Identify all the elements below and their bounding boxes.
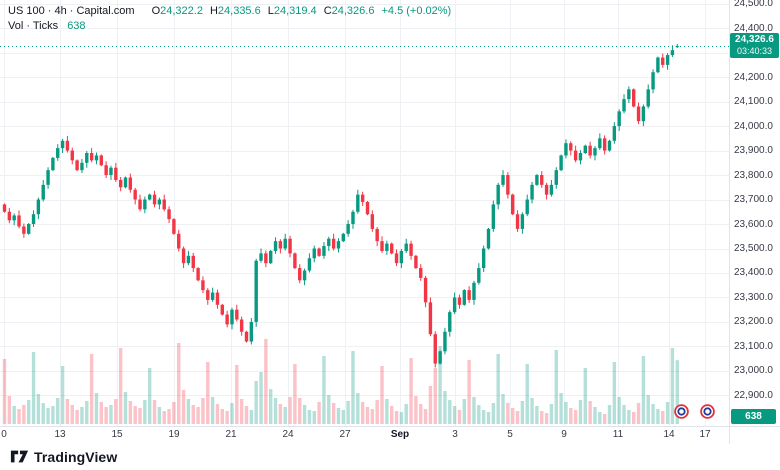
last-price-value: 24,326.6 bbox=[735, 34, 774, 46]
price-tick-label: 23,700.0 bbox=[734, 194, 773, 206]
price-tick-label: 24,000.0 bbox=[734, 120, 773, 132]
price-tick-label: 23,400.0 bbox=[734, 267, 773, 279]
tradingview-logo[interactable]: TradingView bbox=[10, 448, 117, 465]
legend-symbol-row: US 100 · 4h · Capital.com O24,322.2 H24,33… bbox=[8, 4, 451, 19]
price-tick-label: 24,500.0 bbox=[734, 0, 773, 10]
price-tick-label: 24,100.0 bbox=[734, 96, 773, 108]
time-tick-label: 11 bbox=[612, 429, 624, 440]
time-tick-label: 9 bbox=[561, 429, 567, 440]
tradingview-logo-text: TradingView bbox=[34, 448, 118, 465]
bar-countdown: 03:40:33 bbox=[736, 46, 773, 57]
open-value: 24,322.2 bbox=[160, 5, 203, 17]
time-tick-label: 17 bbox=[699, 429, 711, 440]
time-tick-label: 0 bbox=[1, 429, 7, 440]
price-tick-label: 23,600.0 bbox=[734, 218, 773, 230]
high-value: 24,335.6 bbox=[217, 5, 261, 17]
price-axis[interactable]: 24,500.024,400.024,300.024,200.024,100.0… bbox=[730, 0, 780, 426]
capital-com-icon bbox=[700, 404, 715, 419]
volume-indicator-label[interactable]: Vol · Ticks bbox=[8, 20, 59, 32]
capital-com-icon bbox=[674, 404, 689, 419]
time-tick-label: 3 bbox=[452, 429, 458, 440]
broker-logos bbox=[674, 404, 715, 419]
price-tick-label: 23,900.0 bbox=[734, 145, 773, 157]
time-tick-label: 13 bbox=[54, 429, 66, 440]
open-label: O bbox=[151, 5, 161, 17]
time-tick-label: 14 bbox=[663, 429, 675, 440]
price-tick-label: 23,000.0 bbox=[734, 365, 773, 377]
low-label: L bbox=[267, 5, 274, 17]
time-tick-label: 19 bbox=[168, 429, 180, 440]
tradingview-logo-mark bbox=[10, 450, 29, 463]
time-tick-label: 21 bbox=[225, 429, 237, 440]
time-tick-label: 24 bbox=[282, 429, 294, 440]
chart-legend: US 100 · 4h · Capital.com O24,322.2 H24,33… bbox=[8, 4, 451, 34]
time-tick-label: 15 bbox=[111, 429, 123, 440]
price-tick-label: 24,400.0 bbox=[734, 22, 773, 34]
price-tick-label: 23,300.0 bbox=[734, 291, 773, 303]
last-price-badge: 24,326.6 03:40:33 bbox=[730, 33, 779, 59]
close-label: C bbox=[323, 5, 332, 17]
time-tick-label: 5 bbox=[507, 429, 513, 440]
volume-value-badge: 638 bbox=[731, 409, 776, 424]
low-value: 24,319.4 bbox=[273, 5, 317, 17]
symbol-title[interactable]: US 100 · 4h · Capital.com bbox=[8, 5, 135, 17]
volume-indicator-value: 638 bbox=[67, 20, 86, 32]
price-tick-label: 24,200.0 bbox=[734, 71, 773, 83]
price-tick-label: 23,500.0 bbox=[734, 243, 773, 254]
price-tick-label: 22,900.0 bbox=[734, 389, 773, 401]
high-label: H bbox=[209, 5, 218, 17]
price-tick-label: 23,200.0 bbox=[734, 316, 773, 328]
price-tick-label: 23,800.0 bbox=[734, 169, 773, 181]
close-value: 24,326.6 bbox=[331, 5, 375, 17]
price-tick-label: 23,100.0 bbox=[734, 340, 773, 352]
time-axis[interactable]: 0 13 15 19 21 24 27 Sep 3 5 9 11 14 17 bbox=[0, 427, 729, 444]
legend-volume-row: Vol · Ticks 638 bbox=[8, 19, 451, 34]
time-tick-label: Sep bbox=[390, 429, 410, 440]
change-value: +4.5 (+0.02%) bbox=[381, 5, 452, 17]
time-tick-label: 27 bbox=[339, 429, 351, 440]
